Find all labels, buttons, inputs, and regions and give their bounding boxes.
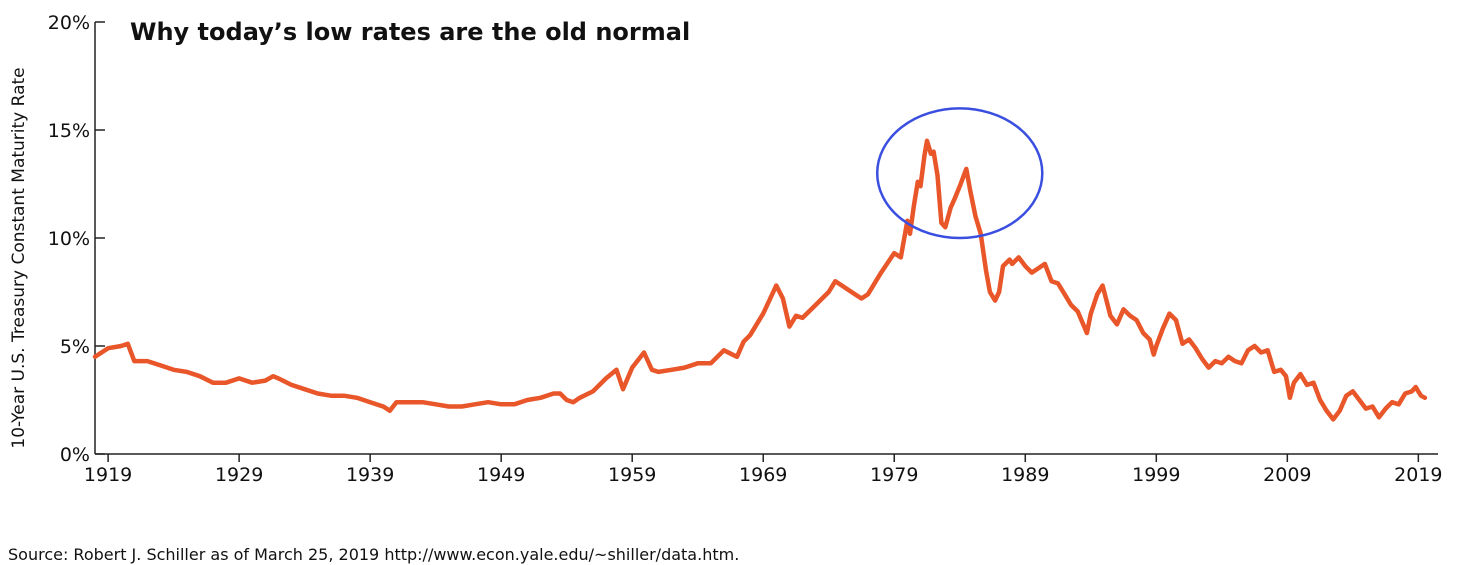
source-note: Source: Robert J. Schiller as of March 2… — [8, 545, 740, 564]
y-tick-label: 20% — [48, 12, 90, 34]
series-group — [92, 138, 1428, 422]
y-axis-label: 10-Year U.S. Treasury Constant Maturity … — [9, 67, 29, 448]
highlight-ellipse — [875, 107, 1044, 240]
series-line — [92, 138, 1428, 422]
x-tick-label: 1999 — [1132, 464, 1180, 486]
y-tick-label: 0% — [60, 444, 90, 466]
x-tick-label: 1969 — [739, 464, 787, 486]
x-tick-label: 1929 — [215, 464, 263, 486]
axes — [94, 22, 1438, 455]
x-tick-label: 2009 — [1263, 464, 1311, 486]
x-tick-label: 1939 — [346, 464, 394, 486]
annotation-group — [875, 107, 1044, 240]
x-tick-label: 1959 — [608, 464, 656, 486]
chart: 0%5%10%15%20% 1919 1929 1939 1949 1959 1969 19… — [9, 12, 1443, 486]
y-tick-label: 5% — [60, 336, 90, 358]
x-tick-label: 1919 — [84, 464, 132, 486]
y-ticks: 0% 5% 10% 15% 20% — [48, 12, 105, 466]
x-tick-label: 1989 — [1001, 464, 1049, 486]
y-tick-label: 15% — [48, 120, 90, 142]
y-tick-label: 10% — [48, 228, 90, 250]
x-tick-label: 2019 — [1394, 464, 1442, 486]
x-ticks: 1919 1929 1939 1949 1959 1969 1979 1989 1999 2009… — [84, 454, 1443, 486]
x-tick-label: 1949 — [477, 464, 525, 486]
chart-title: Why today’s low rates are the old normal — [130, 18, 690, 46]
x-tick-label: 1979 — [870, 464, 918, 486]
